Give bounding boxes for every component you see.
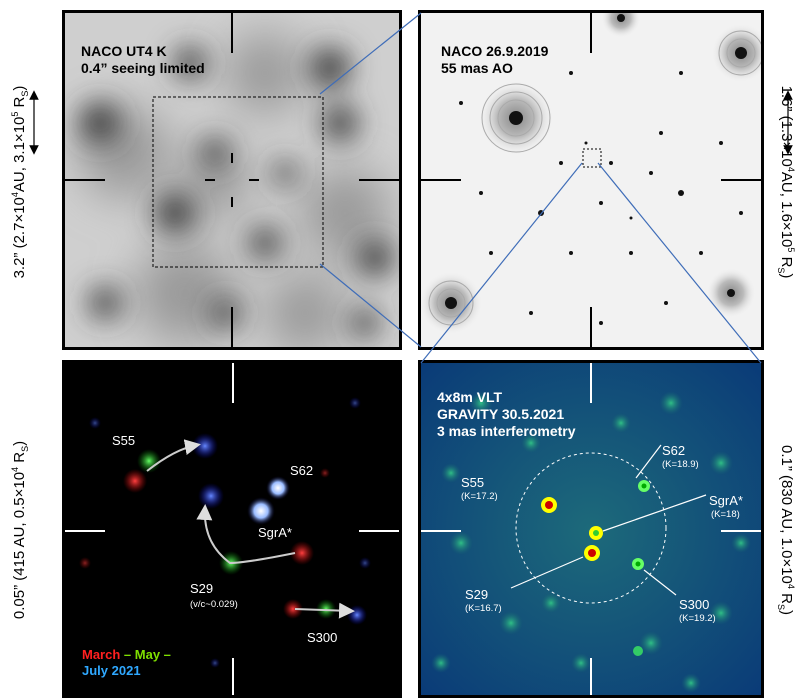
scale-text: AU, 1.6×10 bbox=[778, 171, 795, 248]
star-label-s300: S300 bbox=[307, 630, 338, 645]
panel-gravity: 4x8m VLT GRAVITY 30.5.2021 3 mas interfe… bbox=[418, 360, 764, 698]
title-line-1: NACO 26.9.2019 bbox=[441, 43, 549, 59]
scale-subscript: S bbox=[20, 90, 30, 97]
legend-dash-1: – bbox=[120, 647, 135, 662]
scale-text: ) bbox=[778, 273, 795, 279]
legend-march: March bbox=[82, 647, 121, 662]
title-line-3: 3 mas interferometry bbox=[437, 423, 576, 439]
star-label-sgra: SgrA* bbox=[258, 525, 292, 540]
orbit-motion-image bbox=[65, 363, 399, 695]
panel-title: 4x8m VLT GRAVITY 30.5.2021 3 mas interfe… bbox=[437, 389, 576, 440]
title-line-2: 0.4” seeing limited bbox=[81, 60, 205, 76]
panel-seeing-limited: NACO UT4 K 0.4” seeing limited bbox=[62, 10, 402, 350]
scale-label-bottom-left: 0.05” (415 AU, 0.5×104 RS) bbox=[10, 380, 30, 680]
gravity-image bbox=[421, 363, 761, 695]
star-label-s55: S55 bbox=[112, 433, 136, 448]
legend-july: July 2021 bbox=[82, 663, 141, 678]
star-s62-magnitude: (K=18.9) bbox=[662, 459, 699, 470]
scale-exponent: 5 bbox=[10, 111, 20, 117]
scale-text: AU, 3.1×10 bbox=[11, 116, 28, 193]
star-label-s29: S29 bbox=[465, 587, 489, 602]
scale-text: ) bbox=[11, 85, 28, 91]
scale-text: ) bbox=[11, 440, 28, 446]
panel-title: NACO UT4 K 0.4” seeing limited bbox=[81, 43, 205, 77]
legend-dash-2: – bbox=[160, 647, 171, 662]
scale-text: R bbox=[11, 451, 28, 463]
scale-text: 1.6” (1.3×10 bbox=[778, 85, 795, 167]
star-label-sgra: SgrA* bbox=[709, 493, 743, 508]
star-label-s62: S62 bbox=[290, 463, 314, 478]
scale-text: ) bbox=[778, 609, 795, 615]
scale-text: R bbox=[778, 256, 795, 268]
scale-label-top-right: 1.6” (1.3×104AU, 1.6×105 RS) bbox=[776, 32, 796, 332]
legend-may: May bbox=[134, 647, 161, 662]
title-line-1: NACO UT4 K bbox=[81, 43, 167, 59]
star-label-s300: S300 bbox=[679, 597, 710, 612]
title-line-2: GRAVITY 30.5.2021 bbox=[437, 406, 565, 422]
scale-exponent: 5 bbox=[786, 247, 796, 253]
scale-text: 3.2” (2.7×10 bbox=[11, 197, 28, 279]
scale-subscript: S bbox=[20, 445, 30, 452]
scale-exponent: 4 bbox=[10, 466, 20, 472]
star-s29-velocity: (v/c~0.029) bbox=[190, 599, 238, 610]
scale-exponent: 4 bbox=[10, 192, 20, 198]
star-s300-magnitude: (K=19.2) bbox=[679, 613, 716, 624]
scale-label-top-left: 3.2” (2.7×104AU, 3.1×105 RS) bbox=[10, 32, 30, 332]
star-label-s55: S55 bbox=[461, 475, 485, 490]
star-sgra-magnitude: (K=18) bbox=[711, 509, 740, 520]
star-label-s29: S29 bbox=[190, 581, 214, 596]
star-s55-magnitude: (K=17.2) bbox=[461, 491, 498, 502]
scale-text: 0.05” (415 AU, 0.5×10 bbox=[11, 471, 28, 620]
scale-text: 0.1” (830 AU, 1.0×10 bbox=[778, 445, 795, 584]
title-line-2: 55 mas AO bbox=[441, 60, 513, 76]
panel-orbit-motion: S55 S62 SgrA* S29 (v/c~0.029) S300 March… bbox=[62, 360, 402, 698]
scale-label-bottom-right: 0.1” (830 AU, 1.0×104 RS) bbox=[776, 380, 796, 680]
epoch-legend: March – May – July 2021 bbox=[82, 647, 171, 679]
scale-text: R bbox=[11, 96, 28, 108]
panel-title: NACO 26.9.2019 55 mas AO bbox=[441, 43, 548, 77]
panel-naco-ao: NACO 26.9.2019 55 mas AO bbox=[418, 10, 764, 350]
star-label-s62: S62 bbox=[662, 443, 686, 458]
star-s29-magnitude: (K=16.7) bbox=[465, 603, 502, 614]
scale-text: R bbox=[778, 593, 795, 604]
scale-exponent: 4 bbox=[786, 583, 796, 589]
title-line-1: 4x8m VLT bbox=[437, 389, 503, 405]
